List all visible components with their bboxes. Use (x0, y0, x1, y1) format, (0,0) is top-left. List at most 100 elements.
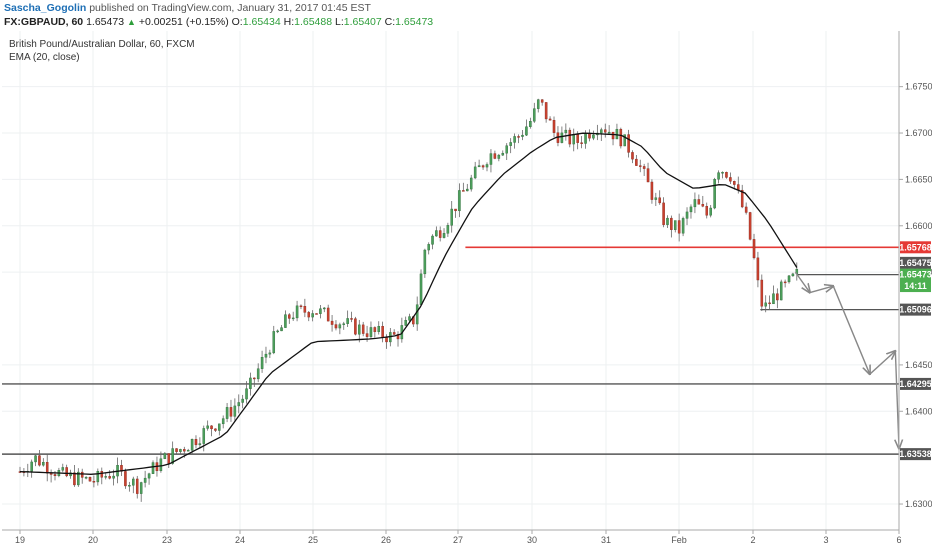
candle-down (253, 377, 256, 380)
candle-up (34, 455, 37, 463)
candle-up (260, 357, 264, 369)
candle-down (705, 206, 709, 216)
candle-up (221, 418, 225, 425)
candle-up (689, 206, 693, 213)
chart-legend: British Pound/Australian Dollar, 60, FXC… (9, 38, 195, 64)
candle-up (713, 179, 716, 209)
symbol-label: FX:GBPAUD, 60 (4, 16, 84, 28)
candle-up (423, 249, 427, 275)
candle-up (159, 458, 163, 472)
time-tick-label: 27 (453, 535, 463, 545)
candle-up (572, 134, 575, 145)
candle-down (462, 190, 465, 192)
candle-down (580, 142, 583, 144)
time-tick-label: 30 (527, 535, 537, 545)
candle-up (276, 330, 279, 333)
candle-up (139, 482, 143, 494)
candle-up (521, 134, 524, 137)
candle-down (288, 314, 291, 319)
price-tick-label: 1.64000 (905, 406, 932, 416)
candle-down (315, 313, 318, 315)
candle-down (381, 326, 384, 338)
candle-up (509, 142, 512, 146)
candle-up (186, 450, 190, 452)
candle-down (361, 324, 365, 334)
candle-up (291, 317, 295, 320)
candle-down (326, 307, 330, 322)
candle-up (529, 121, 532, 127)
candle-up (419, 273, 423, 305)
candle-down (124, 471, 127, 487)
legend-indicator: EMA (20, close) (9, 52, 80, 63)
price-tag (900, 268, 931, 281)
price-change: +0.00251 (+0.15%) (138, 16, 229, 28)
candle-down (517, 136, 520, 138)
candle-up (654, 197, 658, 200)
candle-down (194, 439, 198, 446)
candle-up (505, 145, 508, 154)
candle-down (744, 206, 748, 213)
candle-up (469, 177, 473, 190)
candle-down (65, 467, 68, 477)
price-tag-label: 1.64295 (899, 379, 932, 389)
candle-up (791, 273, 795, 277)
quote-line: FX:GBPAUD, 60 1.65473 ▲ +0.00251 (+0.15%… (4, 16, 433, 29)
candle-down (677, 220, 681, 234)
time-tick-label: 26 (381, 535, 391, 545)
candle-up (536, 99, 540, 109)
candle-up (600, 129, 603, 134)
candle-up (435, 230, 438, 237)
candle-up (584, 132, 587, 144)
candle-down (627, 134, 630, 153)
candle-up (346, 318, 349, 324)
candle-up (264, 353, 268, 358)
candle-up (311, 313, 314, 318)
candle-up (179, 449, 182, 452)
candle-up (623, 134, 626, 147)
candle-down (760, 279, 764, 307)
candle-up (233, 405, 237, 417)
candle-down (100, 471, 104, 478)
candle-down (385, 337, 388, 343)
open-label: O: (231, 16, 243, 28)
candle-down (576, 134, 579, 143)
price-tick-label: 1.63000 (905, 499, 932, 509)
price-tag-label: 1.65768 (899, 242, 932, 252)
candle-up (450, 208, 453, 226)
candle-down (214, 428, 217, 431)
candle-up (685, 211, 689, 219)
candle-down (568, 129, 572, 145)
candle-up (202, 428, 206, 444)
candle-up (342, 323, 346, 325)
candle-down (603, 129, 607, 133)
candle-down (638, 165, 642, 167)
candle-down (334, 324, 338, 329)
time-tick-label: 23 (162, 535, 172, 545)
projection-arrow (809, 286, 833, 294)
candle-up (404, 320, 407, 326)
candle-up (560, 132, 564, 143)
projection-arrow (794, 271, 810, 292)
candle-up (666, 217, 669, 225)
price-tick-label: 1.66500 (905, 174, 932, 184)
time-axis[interactable]: 19 20 23 24 25 26 27 30 31 Feb 2 3 6 (2, 529, 902, 545)
time-tick-label: 31 (601, 535, 611, 545)
candle-up (256, 368, 260, 380)
author-link[interactable]: Sascha_Gogolin (4, 2, 87, 14)
candle-down (303, 306, 307, 313)
time-tick-label: Feb (671, 535, 687, 545)
candle-down (631, 152, 634, 160)
candle-down (611, 131, 615, 140)
candle-down (175, 448, 178, 452)
candle-down (650, 181, 654, 200)
candle-down (53, 474, 57, 477)
candle-down (299, 305, 303, 308)
projection-arrow (832, 285, 870, 374)
candle-up (77, 471, 80, 486)
candle-down (38, 455, 41, 466)
candle-up (525, 126, 528, 136)
candles (18, 98, 799, 502)
price-tag-label: 1.65096 (899, 305, 932, 315)
